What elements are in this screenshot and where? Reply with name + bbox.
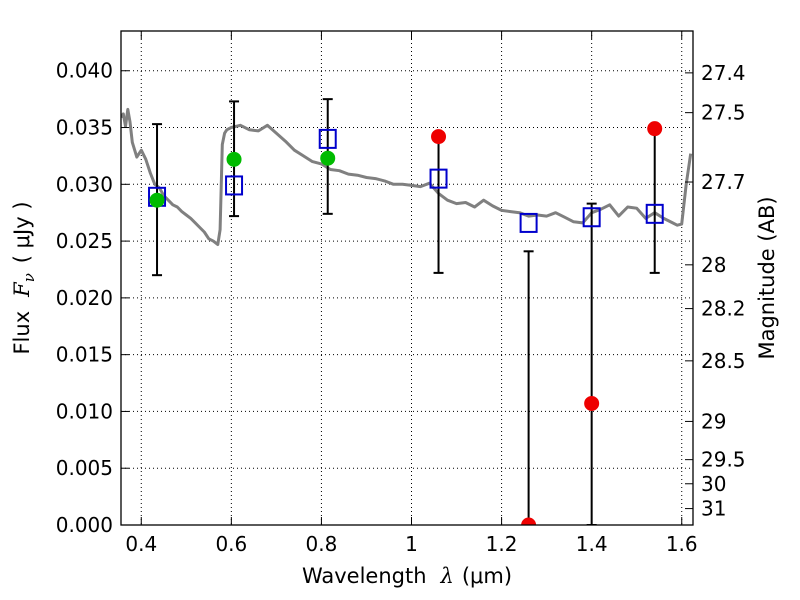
y-tick-labels: 0.000 0.005 0.010 0.015 0.020 0.025 0.030 0.035… xyxy=(56,59,113,537)
x-tick-label: 1.2 xyxy=(486,532,518,556)
y-tick-label: 0.030 xyxy=(56,172,113,196)
magnitude-tick-label: 28.2 xyxy=(701,297,746,321)
y-tick-label: 0.025 xyxy=(56,229,113,253)
plot-frame xyxy=(120,30,694,526)
model-photometry-square xyxy=(645,203,664,224)
axis-ticks xyxy=(121,31,693,526)
plot-area xyxy=(121,31,693,525)
x-tick-label: 0.8 xyxy=(306,532,338,556)
nondetection-point xyxy=(647,121,663,137)
model-photometry-square xyxy=(225,175,244,196)
y-tick-label: 0.035 xyxy=(56,116,113,140)
model-photometry-square xyxy=(429,168,448,189)
detection-point xyxy=(149,192,165,208)
y-tick-label: 0.015 xyxy=(56,343,113,367)
y-axis-label: FluxFν( μJy ) xyxy=(10,201,38,354)
x-tick-label: 1 xyxy=(405,532,418,556)
x-tick-label: 1.6 xyxy=(666,532,698,556)
magnitude-tick-label: 29.5 xyxy=(701,448,746,472)
model-photometry-square xyxy=(318,128,337,149)
y-tick-label: 0.010 xyxy=(56,399,113,423)
model-spectrum-line xyxy=(121,107,693,246)
nondetection-point xyxy=(431,129,447,145)
x-tick-label: 0.4 xyxy=(125,532,157,556)
magnitude-tick-label: 30 xyxy=(701,472,726,496)
magnitude-tick-label: 28.5 xyxy=(701,349,746,373)
y-tick-label: 0.020 xyxy=(56,286,113,310)
model-photometry-square xyxy=(519,212,538,233)
detection-point xyxy=(226,151,242,167)
model-photometry-square xyxy=(582,207,601,228)
magnitude-tick-label: 27.5 xyxy=(701,101,746,125)
nondetection-point xyxy=(521,517,537,525)
x-tick-labels: 0.4 0.6 0.8 1 1.2 1.4 1.6 xyxy=(125,532,697,556)
x-tick-label: 0.6 xyxy=(215,532,247,556)
magnitude-tick-label: 28 xyxy=(701,253,726,277)
data-points xyxy=(148,121,664,525)
magnitude-tick-label: 27.7 xyxy=(701,170,746,194)
x-axis-label: Wavelength λ (μm) xyxy=(302,564,512,588)
y-tick-label: 0.005 xyxy=(56,456,113,480)
magnitude-tick-label: 27.4 xyxy=(701,61,746,85)
y-tick-label: 0.000 xyxy=(56,513,113,537)
magnitude-tick-label: 29 xyxy=(701,409,726,433)
nondetection-point xyxy=(584,395,600,411)
x-tick-label: 1.4 xyxy=(576,532,608,556)
y2-axis-label: Magnitude (AB) xyxy=(755,196,779,359)
y-tick-label: 0.040 xyxy=(56,59,113,83)
detection-point xyxy=(320,150,336,166)
magnitude-tick-label: 31 xyxy=(701,497,726,521)
